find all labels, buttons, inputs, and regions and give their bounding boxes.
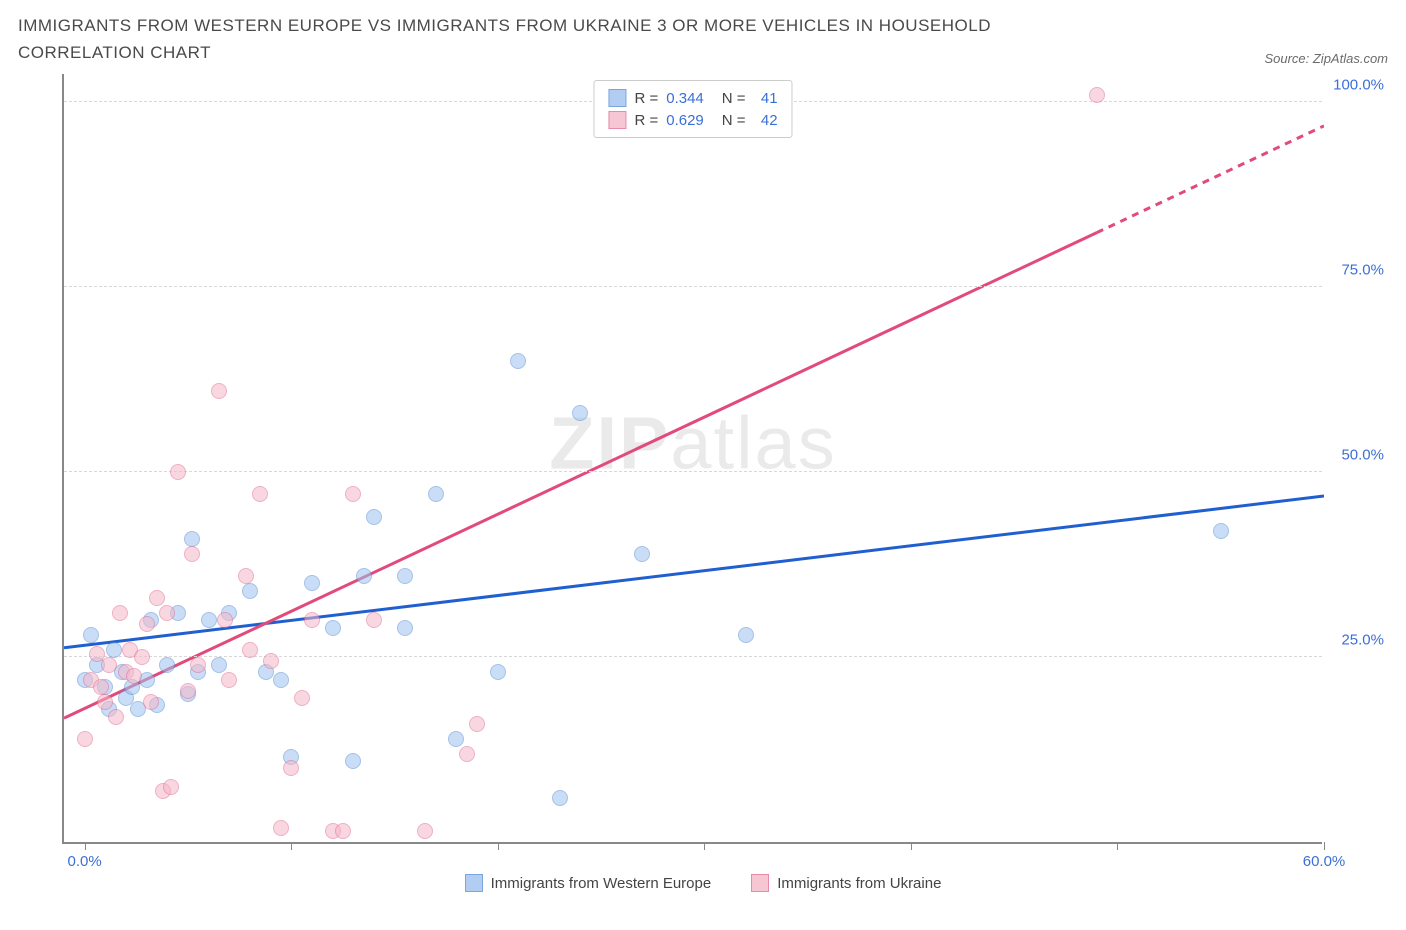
data-point-western_europe xyxy=(273,672,289,688)
data-point-ukraine xyxy=(335,823,351,839)
data-point-western_europe xyxy=(397,568,413,584)
data-point-ukraine xyxy=(273,820,289,836)
data-point-ukraine xyxy=(263,653,279,669)
data-point-ukraine xyxy=(459,746,475,762)
legend-swatch xyxy=(608,89,626,107)
data-point-ukraine xyxy=(108,709,124,725)
data-point-western_europe xyxy=(552,790,568,806)
x-tick xyxy=(1117,842,1118,850)
x-tick-label: 60.0% xyxy=(1303,853,1346,870)
correlation-legend: R = 0.344 N = 41 R = 0.629 N = 42 xyxy=(593,80,792,138)
data-point-ukraine xyxy=(190,657,206,673)
data-point-western_europe xyxy=(106,642,122,658)
data-point-western_europe xyxy=(211,657,227,673)
legend-r-label: R = xyxy=(634,112,658,129)
legend-r-value: 0.344 xyxy=(666,90,704,107)
data-point-ukraine xyxy=(417,823,433,839)
y-tick-label: 75.0% xyxy=(1341,262,1384,279)
x-tick xyxy=(291,842,292,850)
legend-n-value: 41 xyxy=(754,90,778,107)
data-point-ukraine xyxy=(283,760,299,776)
x-tick xyxy=(498,842,499,850)
data-point-ukraine xyxy=(159,605,175,621)
data-point-western_europe xyxy=(634,546,650,562)
data-point-ukraine xyxy=(93,679,109,695)
data-point-western_europe xyxy=(184,531,200,547)
data-point-western_europe xyxy=(242,583,258,599)
data-point-ukraine xyxy=(77,731,93,747)
data-point-ukraine xyxy=(163,779,179,795)
x-tick xyxy=(911,842,912,850)
legend-row-western_europe: R = 0.344 N = 41 xyxy=(608,87,777,109)
data-point-western_europe xyxy=(83,627,99,643)
trend-lines xyxy=(64,74,1324,844)
data-point-ukraine xyxy=(217,612,233,628)
data-point-ukraine xyxy=(170,464,186,480)
y-tick-label: 100.0% xyxy=(1333,77,1384,94)
data-point-western_europe xyxy=(304,575,320,591)
data-point-ukraine xyxy=(366,612,382,628)
scatter-plot: ZIPatlas R =0.344N =41R =0.629N =42 25.0… xyxy=(62,74,1322,844)
data-point-western_europe xyxy=(325,620,341,636)
data-point-western_europe xyxy=(366,509,382,525)
legend-r-value: 0.629 xyxy=(666,112,704,129)
data-point-western_europe xyxy=(397,620,413,636)
x-tick xyxy=(704,842,705,850)
legend-n-value: 42 xyxy=(754,112,778,129)
data-point-ukraine xyxy=(294,690,310,706)
chart-title: IMMIGRANTS FROM WESTERN EUROPE VS IMMIGR… xyxy=(18,12,1118,66)
series-label: Immigrants from Ukraine xyxy=(777,875,941,892)
data-point-western_europe xyxy=(1213,523,1229,539)
data-point-western_europe xyxy=(490,664,506,680)
data-point-ukraine xyxy=(184,546,200,562)
data-point-ukraine xyxy=(211,383,227,399)
data-point-western_europe xyxy=(510,353,526,369)
legend-swatch xyxy=(751,874,769,892)
watermark: ZIPatlas xyxy=(549,401,836,486)
data-point-ukraine xyxy=(97,694,113,710)
series-label: Immigrants from Western Europe xyxy=(491,875,712,892)
data-point-western_europe xyxy=(428,486,444,502)
data-point-ukraine xyxy=(149,590,165,606)
gridline xyxy=(64,471,1322,472)
data-point-ukraine xyxy=(252,486,268,502)
data-point-western_europe xyxy=(159,657,175,673)
gridline xyxy=(64,286,1322,287)
data-point-western_europe xyxy=(448,731,464,747)
data-point-ukraine xyxy=(101,657,117,673)
data-point-ukraine xyxy=(143,694,159,710)
y-tick-label: 25.0% xyxy=(1341,632,1384,649)
legend-swatch xyxy=(465,874,483,892)
series-legend: Immigrants from Western Europe Immigrants… xyxy=(18,874,1388,892)
data-point-western_europe xyxy=(201,612,217,628)
data-point-ukraine xyxy=(1089,87,1105,103)
data-point-ukraine xyxy=(180,683,196,699)
x-tick-label: 0.0% xyxy=(68,853,102,870)
data-point-ukraine xyxy=(242,642,258,658)
legend-swatch xyxy=(608,111,626,129)
data-point-ukraine xyxy=(304,612,320,628)
x-tick xyxy=(85,842,86,850)
legend-r-label: R = xyxy=(634,90,658,107)
data-point-ukraine xyxy=(469,716,485,732)
data-point-western_europe xyxy=(572,405,588,421)
data-point-ukraine xyxy=(126,668,142,684)
legend-row-ukraine: R = 0.629 N = 42 xyxy=(608,109,777,131)
y-tick-label: 50.0% xyxy=(1341,447,1384,464)
data-point-western_europe xyxy=(345,753,361,769)
data-point-western_europe xyxy=(356,568,372,584)
data-point-ukraine xyxy=(238,568,254,584)
data-point-ukraine xyxy=(112,605,128,621)
data-point-ukraine xyxy=(134,649,150,665)
data-point-ukraine xyxy=(345,486,361,502)
data-point-ukraine xyxy=(221,672,237,688)
data-point-western_europe xyxy=(738,627,754,643)
legend-n-label: N = xyxy=(722,90,746,107)
data-point-ukraine xyxy=(139,616,155,632)
x-tick xyxy=(1324,842,1325,850)
series-legend-item: Immigrants from Ukraine xyxy=(751,874,941,892)
series-legend-item: Immigrants from Western Europe xyxy=(465,874,712,892)
source-label: Source: ZipAtlas.com xyxy=(1264,51,1388,66)
legend-n-label: N = xyxy=(722,112,746,129)
